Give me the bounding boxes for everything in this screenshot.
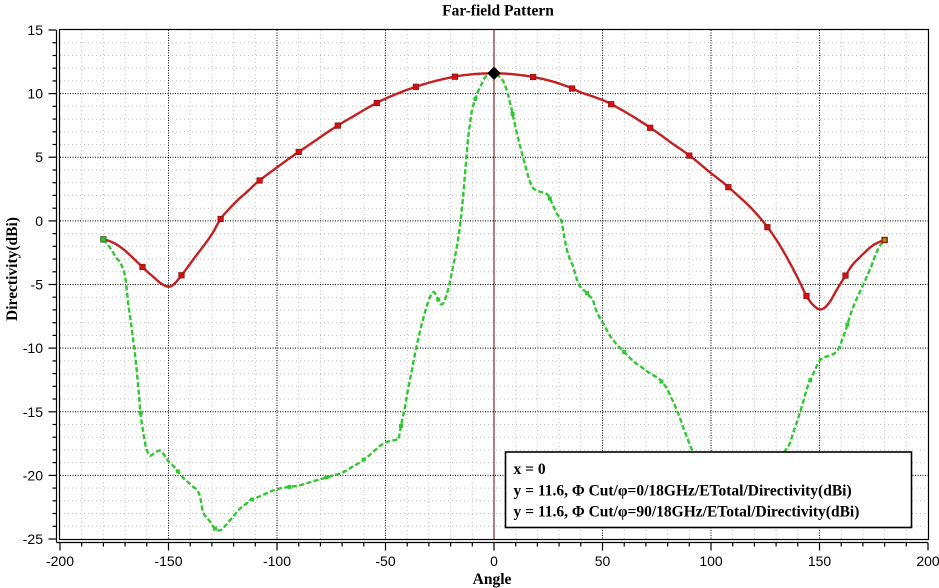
svg-text:150: 150 [808,553,832,569]
svg-text:5: 5 [35,149,43,165]
svg-text:15: 15 [27,22,43,38]
svg-text:-200: -200 [46,553,74,569]
svg-text:-100: -100 [263,553,291,569]
svg-text:-50: -50 [375,553,395,569]
svg-text:Angle: Angle [473,571,512,588]
svg-text:0: 0 [35,213,43,229]
svg-text:-15: -15 [23,404,43,420]
svg-text:10: 10 [27,86,43,102]
svg-text:-5: -5 [31,277,44,293]
svg-text:-150: -150 [154,553,182,569]
svg-text:Far-field Pattern: Far-field Pattern [442,2,554,19]
svg-text:-20: -20 [23,467,43,483]
svg-text:-10: -10 [23,340,43,356]
svg-text:50: 50 [595,553,611,569]
svg-text:-25: -25 [23,531,43,547]
svg-text:0: 0 [490,553,498,569]
svg-text:Directivity(dBi): Directivity(dBi) [4,217,21,321]
svg-text:200: 200 [916,553,939,569]
svg-text:y = 11.6, Φ Cut/φ=0/18GHz/ETot: y = 11.6, Φ Cut/φ=0/18GHz/ETotal/Directi… [514,482,852,499]
svg-text:100: 100 [699,553,723,569]
svg-text:x = 0: x = 0 [514,461,546,478]
svg-text:y = 11.6, Φ Cut/φ=90/18GHz/ETo: y = 11.6, Φ Cut/φ=90/18GHz/ETotal/Direct… [514,504,860,521]
